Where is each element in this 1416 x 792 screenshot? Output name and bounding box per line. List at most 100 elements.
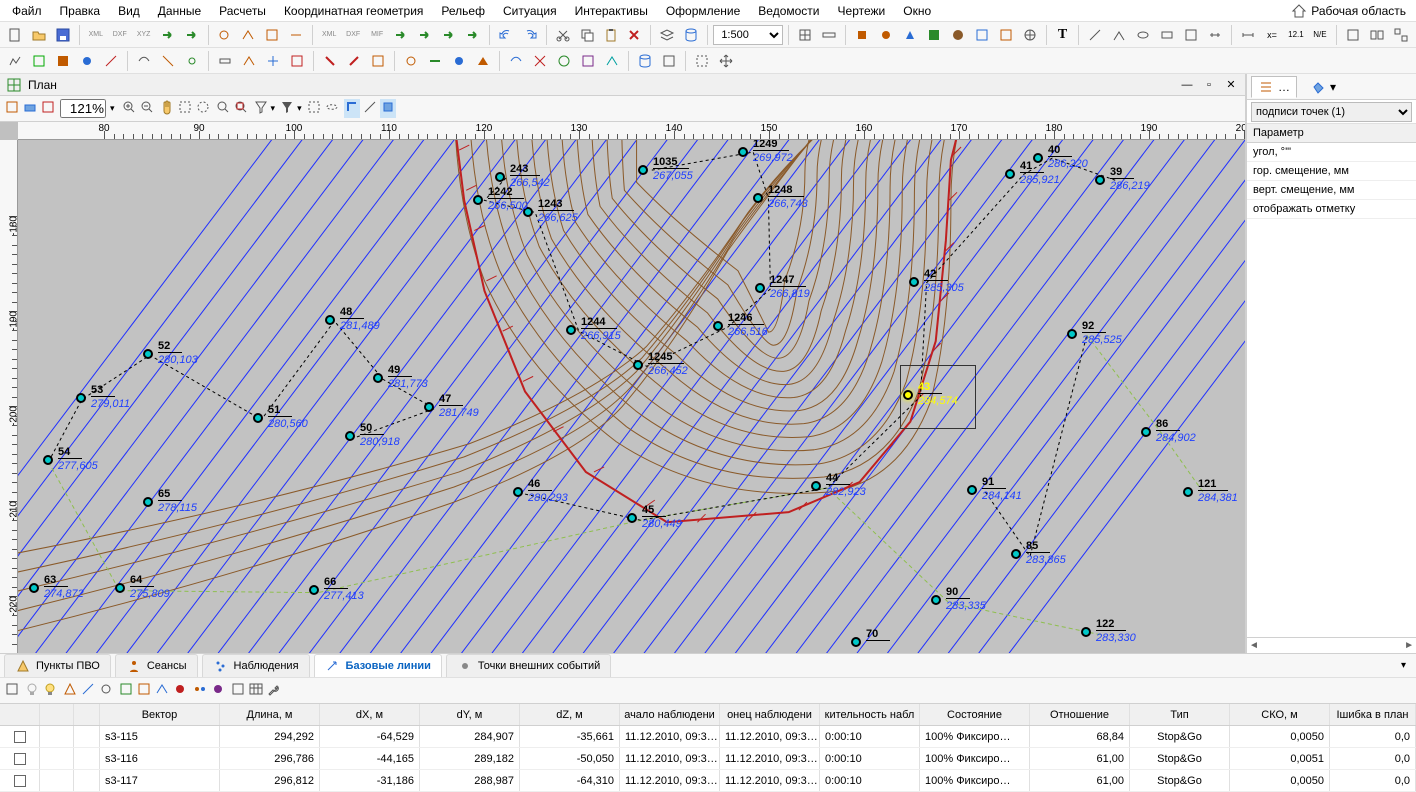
- zoom-input[interactable]: [60, 99, 106, 118]
- delete-btn[interactable]: [624, 24, 646, 46]
- bt-5[interactable]: [118, 681, 134, 700]
- menu-situation[interactable]: Ситуация: [495, 2, 565, 20]
- snap-perp-btn[interactable]: [344, 99, 360, 118]
- grid-btn[interactable]: [794, 24, 816, 46]
- import-xyz-btn[interactable]: XYZ: [133, 24, 155, 46]
- column-header[interactable]: Длина, м: [220, 704, 320, 725]
- dim-t2[interactable]: x=: [1261, 24, 1283, 46]
- bt-bulb-off[interactable]: [24, 681, 40, 700]
- menu-decoration[interactable]: Оформление: [658, 2, 748, 20]
- tab-observations[interactable]: Наблюдения: [202, 654, 310, 678]
- draw-t4[interactable]: [1156, 24, 1178, 46]
- open-btn[interactable]: [28, 24, 50, 46]
- param-row[interactable]: угол, °'": [1247, 143, 1416, 162]
- tab-events[interactable]: Точки внешних событий: [446, 654, 611, 678]
- bt-8[interactable]: [172, 681, 188, 700]
- column-header[interactable]: [40, 704, 74, 725]
- t2-21[interactable]: [529, 50, 551, 72]
- t2-9[interactable]: [214, 50, 236, 72]
- t2-23[interactable]: [577, 50, 599, 72]
- draw-t6[interactable]: [1204, 24, 1226, 46]
- dim-t4[interactable]: N/E: [1309, 24, 1331, 46]
- new-doc-btn[interactable]: [4, 24, 26, 46]
- sellasso-btn[interactable]: [324, 99, 340, 118]
- win-t3[interactable]: [1390, 24, 1412, 46]
- table-row[interactable]: s3-117296,812-31,186288,987-64,31011.12.…: [0, 770, 1416, 792]
- pt-2[interactable]: [22, 99, 38, 118]
- props-tab[interactable]: …: [1251, 76, 1297, 98]
- export-green2-btn[interactable]: [414, 24, 436, 46]
- tabs-menu-btn[interactable]: ▾: [1395, 660, 1412, 671]
- t2-16[interactable]: [400, 50, 422, 72]
- column-header[interactable]: dX, м: [320, 704, 420, 725]
- paste-btn[interactable]: [600, 24, 622, 46]
- import-xml-btn[interactable]: XML: [85, 24, 107, 46]
- dim-t1[interactable]: [1237, 24, 1259, 46]
- selrect2-btn[interactable]: [306, 99, 322, 118]
- bt-bulb-on[interactable]: [42, 681, 58, 700]
- tool-t1[interactable]: [851, 24, 873, 46]
- redo-btn[interactable]: [519, 24, 541, 46]
- tool-a2[interactable]: [237, 24, 259, 46]
- t2-24[interactable]: [601, 50, 623, 72]
- column-header[interactable]: Ішибка в план: [1330, 704, 1416, 725]
- t2-8[interactable]: [181, 50, 203, 72]
- plan-canvas[interactable]: 8090100110120130140150160170180190200 -1…: [0, 122, 1245, 653]
- ruler-btn[interactable]: [818, 24, 840, 46]
- tool-t2[interactable]: [875, 24, 897, 46]
- t2-11[interactable]: [262, 50, 284, 72]
- menu-calc[interactable]: Расчеты: [211, 2, 274, 20]
- snap-line-btn[interactable]: [362, 99, 378, 118]
- import-dxf-btn[interactable]: DXF: [109, 24, 131, 46]
- tool-t4[interactable]: [923, 24, 945, 46]
- draw-t2[interactable]: [1108, 24, 1130, 46]
- column-header[interactable]: Отношение: [1030, 704, 1130, 725]
- t2-4[interactable]: [76, 50, 98, 72]
- param-row[interactable]: верт. смещение, мм: [1247, 181, 1416, 200]
- menu-relief[interactable]: Рельеф: [433, 2, 493, 20]
- zoom-out-btn[interactable]: [139, 99, 155, 118]
- t2-14[interactable]: [343, 50, 365, 72]
- column-header[interactable]: СКО, м: [1230, 704, 1330, 725]
- t2-6[interactable]: [133, 50, 155, 72]
- tab-baselines[interactable]: Базовые линии: [314, 654, 442, 678]
- export-xml-btn[interactable]: XML: [318, 24, 340, 46]
- tool-t3[interactable]: [899, 24, 921, 46]
- property-selector[interactable]: подписи точек (1): [1251, 102, 1412, 122]
- column-header[interactable]: dZ, м: [520, 704, 620, 725]
- workspace-selector[interactable]: Рабочая область: [1291, 3, 1412, 19]
- t2-22[interactable]: [553, 50, 575, 72]
- column-header[interactable]: Тип: [1130, 704, 1230, 725]
- bt-10[interactable]: [210, 681, 226, 700]
- export-dxf-btn[interactable]: DXF: [342, 24, 364, 46]
- t2-25[interactable]: [634, 50, 656, 72]
- t2-15[interactable]: [367, 50, 389, 72]
- t2-28[interactable]: [715, 50, 737, 72]
- t2-7[interactable]: [157, 50, 179, 72]
- t2-19[interactable]: [472, 50, 494, 72]
- column-header[interactable]: ачало наблюдени: [620, 704, 720, 725]
- menu-statements[interactable]: Ведомости: [750, 2, 827, 20]
- t2-27[interactable]: [691, 50, 713, 72]
- copy-btn[interactable]: [576, 24, 598, 46]
- bt-1[interactable]: [4, 681, 20, 700]
- win-t1[interactable]: [1342, 24, 1364, 46]
- bt-12[interactable]: [248, 681, 264, 700]
- bt-4[interactable]: [98, 681, 114, 700]
- scale-combo[interactable]: 1:500: [713, 25, 783, 45]
- t2-1[interactable]: [4, 50, 26, 72]
- t2-13[interactable]: [319, 50, 341, 72]
- t2-3[interactable]: [52, 50, 74, 72]
- column-header[interactable]: [74, 704, 100, 725]
- bt-6[interactable]: [136, 681, 152, 700]
- export-green4-btn[interactable]: [462, 24, 484, 46]
- bt-2[interactable]: [62, 681, 78, 700]
- tool-t5[interactable]: [947, 24, 969, 46]
- tab-sessions[interactable]: Сеансы: [115, 654, 198, 678]
- draw-t3[interactable]: [1132, 24, 1154, 46]
- table-row[interactable]: s3-116296,786-44,165289,182-50,05011.12.…: [0, 748, 1416, 770]
- draw-t5[interactable]: [1180, 24, 1202, 46]
- close-btn[interactable]: ✕: [1223, 77, 1239, 93]
- column-header[interactable]: онец наблюдени: [720, 704, 820, 725]
- cut-btn[interactable]: [552, 24, 574, 46]
